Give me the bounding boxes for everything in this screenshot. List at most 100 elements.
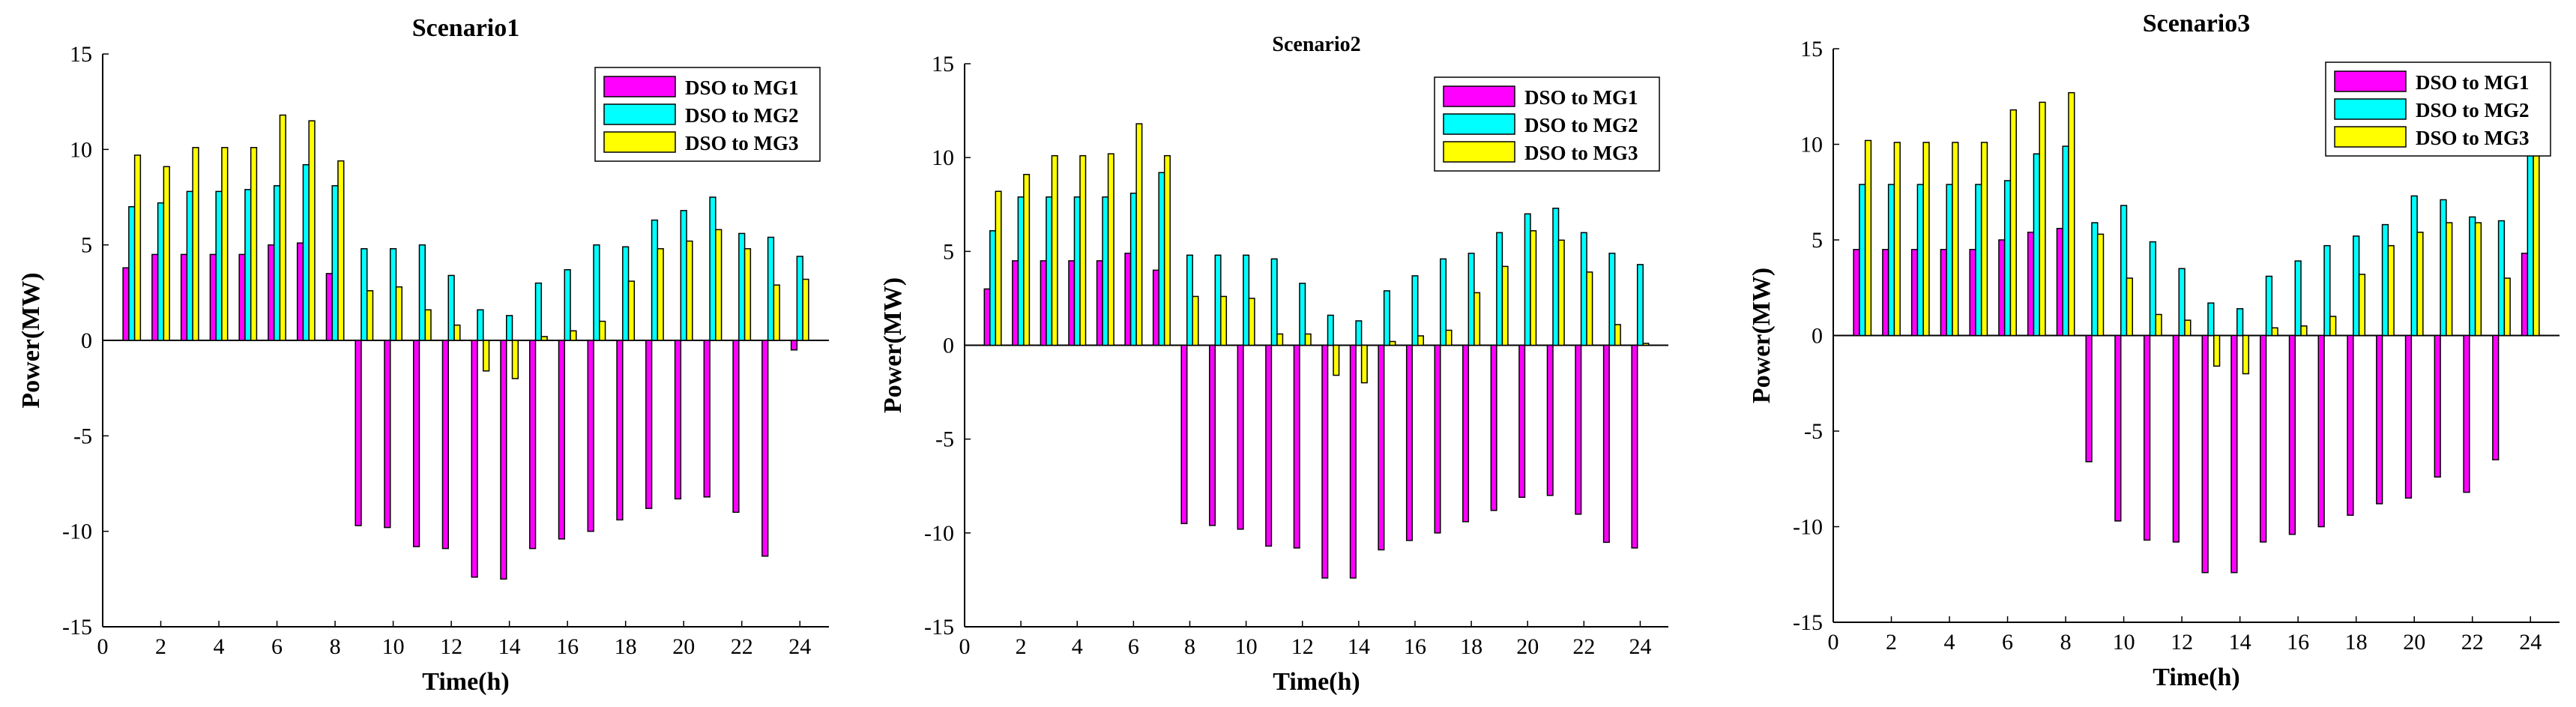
bar-2-15: [534, 282, 543, 341]
x-tick-label: 4: [1072, 634, 1083, 659]
bar-3-10: [395, 286, 402, 341]
y-tick-label: 15: [1800, 37, 1823, 61]
x-tick-label: 18: [1460, 634, 1482, 659]
bar-3-3: [1922, 142, 1930, 337]
bar-3-6: [1135, 123, 1143, 346]
bar-3-11: [424, 309, 432, 341]
bar-3-16: [1417, 335, 1424, 346]
y-tick-label: 0: [943, 334, 954, 358]
x-tick-label: 24: [1629, 634, 1651, 659]
bar-2-9: [2091, 222, 2099, 337]
y-tick-label: -10: [924, 521, 954, 546]
x-tick-label: 16: [1404, 634, 1426, 659]
y-tick-label: -15: [1793, 610, 1823, 635]
bar-2-10: [1243, 254, 1250, 346]
bar-3-4: [1952, 142, 1959, 337]
bar-2-15: [2265, 275, 2273, 337]
bar-2-18: [2353, 235, 2360, 337]
bar-3-15: [540, 336, 548, 341]
bar-2-16: [1411, 275, 1419, 346]
bar-2-4: [215, 190, 223, 341]
bar-2-11: [1270, 258, 1278, 346]
bar-1-2: [151, 253, 159, 341]
bar-1-15: [2260, 334, 2267, 543]
bar-1-9: [355, 340, 362, 526]
bar-2-23: [2497, 220, 2506, 337]
bar-2-20: [2410, 195, 2418, 337]
bar-2-11: [418, 244, 426, 341]
bar-2-5: [1102, 196, 1109, 346]
bar-3-17: [2329, 316, 2337, 337]
bar-1-24: [1631, 344, 1638, 549]
x-axis-label: Time(h): [1273, 668, 1360, 696]
x-axis-label: Time(h): [422, 668, 509, 696]
y-axis-label: Power(MW): [1748, 268, 1776, 403]
bar-3-12: [1304, 333, 1312, 346]
bar-2-2: [1017, 196, 1025, 346]
legend-label-1: DSO to MG1: [2416, 71, 2530, 94]
bar-2-3: [1046, 196, 1053, 346]
bar-2-9: [361, 248, 368, 341]
bar-3-21: [2446, 222, 2453, 337]
bar-3-16: [570, 330, 577, 341]
bar-3-14: [2242, 334, 2250, 375]
bar-3-23: [1614, 324, 1621, 346]
bar-2-3: [186, 190, 193, 341]
bar-2-6: [1129, 192, 1137, 346]
bar-1-11: [2143, 334, 2151, 541]
x-tick-label: 20: [2403, 630, 2425, 655]
bar-1-9: [2085, 334, 2093, 463]
bar-1-18: [616, 340, 624, 521]
bar-1-20: [1518, 344, 1526, 499]
bar-2-13: [2207, 302, 2215, 337]
y-tick-label: 0: [1812, 324, 1823, 349]
bar-3-23: [2503, 277, 2511, 337]
bar-1-23: [761, 340, 769, 557]
x-tick-label: 2: [155, 634, 166, 659]
bar-3-19: [2387, 244, 2395, 337]
bar-1-3: [1910, 249, 1919, 337]
bar-3-7: [308, 120, 316, 341]
bar-3-2: [1023, 173, 1031, 346]
bar-1-12: [441, 340, 449, 550]
bar-2-6: [2003, 180, 2012, 337]
y-tick-label: 10: [932, 145, 954, 170]
legend-swatch-3: [2334, 126, 2407, 148]
x-tick-label: 0: [959, 634, 971, 659]
bar-3-21: [1557, 239, 1565, 346]
bar-3-14: [511, 340, 519, 379]
bar-3-5: [250, 147, 258, 341]
y-tick-label: -5: [1804, 419, 1823, 444]
bar-2-23: [1608, 253, 1616, 346]
bar-1-19: [1490, 344, 1497, 511]
bar-2-17: [1440, 258, 1447, 346]
bar-3-4: [1079, 154, 1087, 346]
bar-1-13: [471, 340, 478, 578]
bar-1-16: [1405, 344, 1413, 541]
legend-label-1: DSO to MG1: [685, 76, 799, 99]
bar-1-23: [2492, 334, 2500, 460]
bar-2-7: [302, 163, 310, 341]
legend-swatch-3: [1443, 141, 1515, 163]
bar-3-18: [1473, 292, 1481, 346]
bar-2-18: [622, 246, 630, 341]
bar-1-16: [558, 340, 566, 540]
bar-3-22: [1586, 271, 1593, 346]
x-tick-label: 10: [382, 634, 405, 659]
y-tick-label: -5: [73, 424, 92, 448]
bar-1-20: [2404, 334, 2413, 499]
bar-2-12: [1299, 283, 1306, 346]
bar-2-7: [1158, 172, 1165, 346]
bar-1-5: [238, 253, 246, 341]
x-tick-label: 14: [498, 634, 521, 659]
bar-3-22: [743, 248, 752, 341]
x-tick-label: 6: [2002, 630, 2013, 655]
bar-2-3: [1916, 184, 1924, 337]
bar-1-23: [1602, 344, 1610, 544]
x-tick-label: 22: [1572, 634, 1595, 659]
bar-1-4: [209, 253, 217, 341]
bar-1-4: [1068, 260, 1076, 346]
bar-1-1: [1853, 249, 1860, 337]
bar-1-12: [2172, 334, 2180, 543]
